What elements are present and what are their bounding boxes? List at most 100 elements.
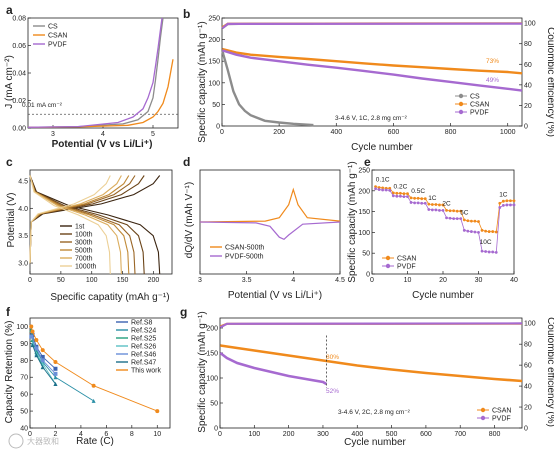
- panel-f-point: [34, 346, 39, 351]
- panel-b-legend-label: CSAN: [470, 102, 489, 109]
- panel-e-ytick-label: 0: [366, 272, 370, 279]
- panel-g-ytick-label: 50: [210, 401, 218, 408]
- panel-b-ytick-label: 150: [208, 59, 220, 66]
- panel-e-point-csan: [381, 186, 385, 190]
- panel-e-rate-label: 0.5C: [411, 188, 425, 195]
- panel-e-rate-label: 1C: [499, 192, 508, 199]
- panel-f-xtick-label: 4: [79, 431, 83, 438]
- panel-e-point-pvdf: [501, 203, 505, 207]
- panel-c-xtick-label: 0: [28, 277, 32, 284]
- panel-g-legend-marker: [480, 407, 486, 413]
- panel-e-point-csan: [501, 199, 505, 203]
- panel-g-xtick-label: 500: [386, 431, 398, 438]
- panel-b-condition: 3-4.6 V, 1C, 2.8 mg cm⁻²: [335, 115, 408, 122]
- panel-f-point: [53, 371, 58, 376]
- panel-e-point-pvdf: [430, 208, 434, 212]
- panel-a-legend-label: CSAN: [48, 33, 67, 40]
- panel-f-series-line: [32, 334, 56, 370]
- panel-g-xtick-label: 200: [283, 431, 295, 438]
- panel-e-point-csan: [477, 220, 480, 223]
- panel-g-xtick-label: 800: [489, 431, 501, 438]
- panel-e-point-csan: [494, 230, 498, 234]
- panel-e-point-csan: [377, 186, 381, 189]
- panel-e-rate-label: 2C: [442, 200, 451, 207]
- panel-e-xtick-label: 0: [370, 277, 374, 284]
- panel-b-xtick-label: 600: [388, 129, 400, 136]
- panel-e-point-pvdf: [491, 250, 495, 254]
- panel-e-point-csan: [491, 230, 495, 233]
- panel-a-ytick-label: 0.04: [12, 71, 26, 78]
- panel-e-series-line-csan: [375, 186, 514, 233]
- panel-e-point-pvdf: [498, 206, 502, 209]
- panel-e-point-pvdf: [466, 229, 470, 233]
- panel-c-legend-label: 700th: [75, 256, 93, 263]
- panel-e-point-csan: [505, 199, 509, 203]
- panel-e-rate-label: 5C: [460, 210, 469, 217]
- panel-label-d: d: [183, 155, 190, 169]
- panel-e-point-csan: [430, 203, 434, 206]
- panel-e-point-pvdf: [374, 187, 377, 191]
- panel-b-y2tick-label: 100: [524, 21, 536, 28]
- panel-c-legend-label: 500th: [75, 248, 93, 255]
- panel-f-ytick-label: 100: [16, 324, 28, 331]
- panel-a-xtick-label: 5: [151, 131, 155, 138]
- panel-c-charge-curve: [29, 175, 111, 264]
- panel-e-point-csan: [448, 209, 452, 213]
- panel-a-ylabel: J (mA cm⁻²): [4, 55, 15, 109]
- panel-e-ytick-label: 150: [358, 209, 370, 216]
- panel-label-a: a: [6, 3, 13, 17]
- panel-e-xtick-label: 10: [404, 277, 412, 284]
- panel-f-point: [29, 334, 34, 339]
- panel-e-ytick-label: 100: [358, 230, 370, 237]
- panel-g-ytick-label: 150: [206, 351, 218, 358]
- panel-f-point: [30, 343, 35, 348]
- panel-e-point-pvdf: [459, 217, 463, 221]
- panel-b-ytick-label: 0: [216, 124, 220, 131]
- panel-c-discharge-curve: [29, 175, 122, 275]
- panel-e-point-pvdf: [395, 194, 399, 198]
- panel-g-series-csan: [220, 344, 523, 383]
- panel-g-y2tick-label: 100: [524, 321, 536, 328]
- panel-a-ytick-label: 0.06: [12, 43, 26, 50]
- panel-c-xtick-label: 100: [86, 277, 98, 284]
- watermark-text: 大器致和: [27, 436, 59, 446]
- watermark: 大器致和: [8, 433, 59, 449]
- panel-f-legend-label: Ref.S46: [131, 352, 156, 359]
- panel-g-series-pvdf: [219, 351, 328, 386]
- panel-g-condition: 3-4.6 V, 2C, 2.8 mg cm⁻²: [338, 409, 411, 416]
- panel-e-point-csan: [406, 192, 409, 196]
- panel-e-xlabel: Cycle number: [412, 290, 474, 301]
- panel-f-ytick-label: 70: [20, 375, 28, 382]
- panel-b-xlabel: Cycle number: [351, 142, 413, 153]
- panel-f-point: [91, 398, 96, 403]
- panel-b-xtick-label: 0: [220, 129, 224, 136]
- panel-c-legend-label: 100th: [75, 232, 93, 239]
- panel-e-point-csan: [388, 186, 392, 190]
- panel-g-xtick-label: 0: [218, 431, 222, 438]
- panel-e-rate-label: 10C: [480, 239, 492, 246]
- panel-c-ytick-label: 3.5: [18, 233, 28, 240]
- panel-f-legend-label: Ref.S24: [131, 328, 156, 335]
- panel-a-series-csan: [27, 59, 174, 128]
- panel-g-y2tick-label: 40: [524, 384, 532, 391]
- panel-label-f: f: [6, 305, 11, 319]
- panel-b-y2tick-label: 20: [524, 103, 532, 110]
- panel-c-xtick-label: 50: [57, 277, 65, 284]
- panel-e-point-pvdf: [406, 195, 409, 199]
- panel-b-ylabel2: Coulombic efficiency (%): [545, 27, 554, 137]
- panel-e-point-csan: [452, 209, 456, 213]
- panel-e-point-pvdf: [505, 203, 509, 207]
- panel-g-y2tick-label: 60: [524, 363, 532, 370]
- panel-b-series-pvdf: [221, 49, 523, 92]
- panel-e-point-csan: [445, 208, 448, 212]
- panel-g-frame: [219, 317, 523, 429]
- panel-a-series-pvdf: [27, 17, 163, 128]
- panel-e-xtick-label: 40: [510, 277, 518, 284]
- panel-label-g: g: [180, 305, 187, 319]
- panel-f-point: [40, 358, 45, 363]
- panel-e-point-csan: [466, 219, 470, 223]
- panel-f-legend-label: Ref.S47: [131, 360, 156, 367]
- panel-e-point-pvdf: [480, 249, 484, 253]
- panel-e-point-pvdf: [448, 216, 452, 220]
- panel-b-xtick-label: 1000: [500, 129, 516, 136]
